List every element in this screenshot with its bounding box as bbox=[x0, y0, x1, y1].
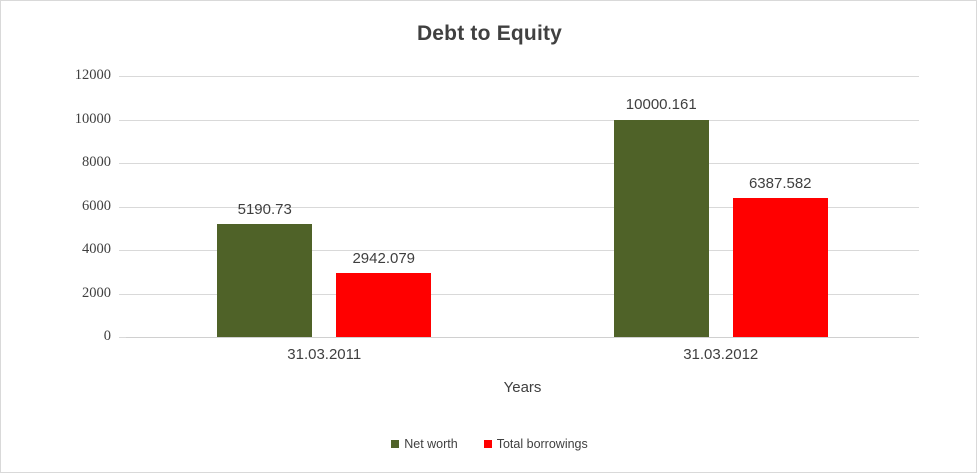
chart-title: Debt to Equity bbox=[416, 22, 563, 45]
plot-area bbox=[126, 76, 919, 338]
bar-total-borrowings-31.03.2012[interactable] bbox=[732, 198, 828, 337]
legend-label: Total borrowings bbox=[496, 437, 588, 451]
legend-item-net-worth[interactable]: Net worth bbox=[391, 437, 458, 451]
data-label: 6387.582 bbox=[748, 175, 812, 193]
y-axis-tick bbox=[119, 250, 126, 251]
legend-item-total-borrowings[interactable]: Total borrowings bbox=[483, 437, 588, 451]
y-axis-tick bbox=[119, 337, 126, 338]
gridline bbox=[126, 250, 919, 251]
bar-total-borrowings-31.03.2011[interactable] bbox=[336, 273, 432, 337]
x-axis-category-label: 31.03.2011 bbox=[287, 346, 362, 363]
y-axis-tick bbox=[119, 119, 126, 121]
y-axis-tick-label: 8000 bbox=[82, 154, 111, 170]
y-axis-tick-label: 4000 bbox=[82, 241, 111, 257]
gridline bbox=[126, 337, 919, 338]
legend-swatch-icon bbox=[391, 440, 400, 448]
y-axis-tick-label: 12000 bbox=[74, 67, 111, 83]
legend-swatch-icon bbox=[483, 440, 492, 448]
y-axis-tick-label: 0 bbox=[103, 328, 111, 344]
gridline bbox=[126, 163, 919, 164]
x-axis-category-label: 31.03.2012 bbox=[683, 346, 759, 363]
data-label: 5190.73 bbox=[237, 201, 292, 219]
data-label: 10000.161 bbox=[625, 96, 697, 114]
gridline bbox=[126, 119, 919, 121]
y-axis-tick bbox=[119, 163, 126, 164]
y-axis-tick bbox=[119, 76, 126, 77]
gridline bbox=[126, 76, 919, 77]
legend-label: Net worth bbox=[404, 437, 458, 451]
bar-net-worth-31.03.2012[interactable] bbox=[613, 119, 709, 337]
y-axis-tick-label: 2000 bbox=[82, 284, 111, 301]
y-axis-tick bbox=[119, 206, 126, 208]
y-axis-tick bbox=[119, 293, 126, 295]
y-axis-tick-label: 10000 bbox=[74, 110, 111, 127]
data-label: 2942.079 bbox=[352, 250, 416, 267]
x-axis-title: Years bbox=[503, 379, 542, 396]
chart-legend: Net worth Total borrowings bbox=[1, 437, 976, 451]
gridline bbox=[126, 206, 919, 208]
gridline bbox=[126, 293, 919, 295]
y-axis-tick-label: 6000 bbox=[82, 197, 111, 214]
bar-net-worth-31.03.2011[interactable] bbox=[217, 224, 313, 337]
